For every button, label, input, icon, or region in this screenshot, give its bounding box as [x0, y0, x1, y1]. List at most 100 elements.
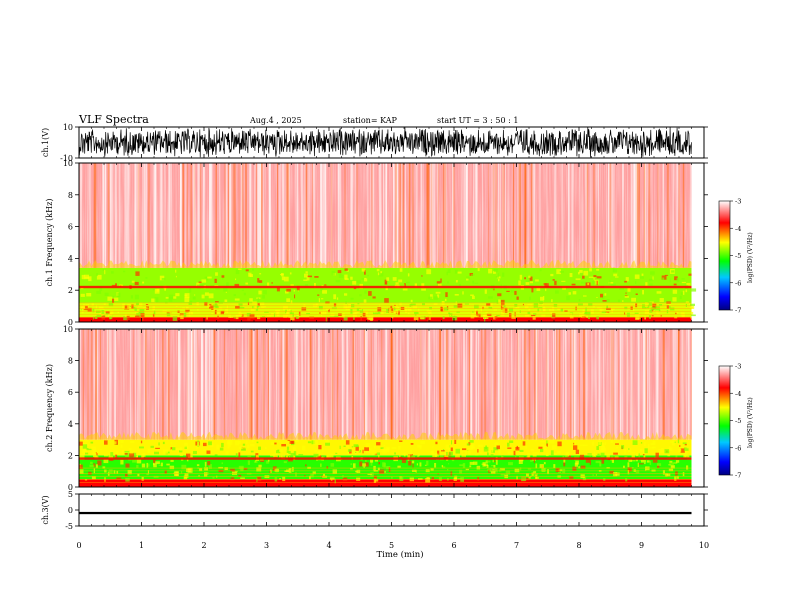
station-label: station= KAP — [343, 116, 398, 125]
ch1-spectro-mottle — [656, 291, 662, 294]
ch1-spectro-mottle — [184, 294, 188, 297]
ch2-spectro-streak — [678, 329, 680, 440]
ch2-spectro-mottle — [256, 454, 259, 459]
ch2-spectro-mottle — [232, 471, 237, 475]
ch2-spectro-streak — [167, 329, 170, 440]
ch1-spectro-streak — [180, 163, 182, 268]
ch1-spectro-mottle — [345, 301, 347, 304]
ch2-spectro-mottle — [660, 448, 664, 453]
ch1-spectro-mottle — [407, 307, 412, 312]
ch1-spectro-mottle — [373, 312, 378, 315]
ch2-spectro-mottle — [85, 452, 89, 455]
ch2-spectro-mottle — [164, 470, 167, 474]
ch2-spectro-streak — [333, 329, 334, 440]
ch1-spectro-mottle — [497, 293, 502, 297]
ch2-spectro-mottle — [346, 445, 350, 449]
ch2-spectro-streak — [647, 329, 649, 440]
ch2-spectro-streak — [424, 329, 427, 440]
ch1-spectro-mottle — [361, 278, 365, 280]
ch2-spectro-mottle — [158, 464, 161, 466]
ch2-spectro-mottle — [430, 450, 434, 455]
ch1-spectro-streak — [451, 163, 454, 268]
ch1-spectro-mottle — [579, 313, 584, 318]
ch1-spectro-mottle — [241, 314, 244, 317]
ch1-spectro-mottle — [289, 272, 292, 275]
ch1-spectro-mottle — [350, 276, 353, 280]
ch1-spectro-mottle — [488, 296, 493, 299]
ch2-spectro-streak — [607, 329, 609, 440]
ch2-spectro-streak — [687, 329, 690, 440]
ch1-spectro-mottle — [359, 308, 362, 311]
ch2-spectro-streak — [458, 329, 460, 440]
ch2-spectro-mottle — [153, 463, 157, 468]
ch2-spectro-mottle — [373, 475, 377, 481]
ch1-spectro-mottle — [583, 270, 589, 276]
ch1-spectro-mottle — [271, 282, 273, 284]
ch1-spectro-streak — [444, 163, 447, 268]
ch1-spectro-streak — [283, 163, 286, 268]
ch1-spectro-mottle — [304, 284, 308, 287]
ch2-spectro-mottle — [186, 458, 189, 462]
ch2-spectro-mottle — [601, 442, 605, 448]
ch2-spectro-mottle — [466, 450, 471, 456]
ch2-spectro-streak — [470, 329, 472, 440]
ch1-spectro-mottle — [175, 293, 180, 297]
ch2-spectro-mottle — [366, 451, 368, 453]
ch1-spectro-streak — [250, 163, 251, 268]
ch2-spectro-streak — [341, 329, 343, 440]
ch2-spectro-mottle — [230, 468, 235, 472]
ch3-ytick-label: -5 — [65, 522, 73, 531]
ch2-spectro-streak — [616, 329, 618, 440]
ch2-spectro-mottle — [375, 478, 379, 482]
ch1-spectro-mottle — [364, 290, 367, 294]
ch1-spectro-mottle — [258, 290, 262, 295]
ch2-spectro-streak — [249, 329, 252, 440]
ch2-spectro-mottle — [183, 475, 188, 480]
ch1-spectro-mottle — [613, 272, 618, 277]
ch1-spectro-mottle — [276, 287, 280, 292]
ch2-spectro-mottle — [580, 474, 585, 479]
ch2-spectro-streak — [285, 329, 288, 440]
ch1-spectro-streak — [672, 163, 674, 268]
ch1-spectro-mottle — [454, 294, 459, 296]
ch2-spectro-mottle — [97, 460, 102, 466]
ch1-spectro-mottle — [662, 277, 665, 281]
ch2-spectro-mottle — [238, 474, 242, 477]
ch2-spectro-mottle — [256, 467, 262, 472]
ch1-spectro-streak — [682, 163, 685, 268]
ch2-spectro-mottle — [553, 464, 556, 468]
colorbar-tick-label: -5 — [735, 417, 741, 425]
ch2-spectro-mottle — [674, 476, 677, 481]
ch2-spectro-mottle — [549, 439, 555, 444]
ch1-spectro-mottle — [580, 281, 586, 284]
ch1-spectro-streak — [296, 163, 299, 268]
ch2-spectro-mottle — [147, 470, 149, 475]
ch2-spectro-mottle — [467, 448, 471, 450]
ch1-spectro-mottle — [342, 313, 345, 318]
ch2-spectro-mottle — [362, 449, 364, 454]
ch1-spectro-mottle — [502, 307, 508, 313]
ch2-spectro-mottle — [181, 470, 183, 474]
ch1-spectro-streak — [370, 163, 372, 268]
ch1-spectro-mottle — [601, 311, 607, 313]
ch2-spectro-mottle — [115, 454, 118, 458]
ch2-spectro-mottle — [267, 459, 270, 462]
ch1-spectro-mottle — [602, 308, 604, 311]
ch1-spectro-mottle — [514, 303, 518, 307]
ch1-spectro-mottle — [353, 316, 355, 320]
ch2-spectro-mottle — [224, 467, 228, 470]
ch2-spectro-mottle — [533, 459, 535, 464]
ch2-spectro-streak — [475, 329, 477, 440]
ch2-spectro-streak — [295, 329, 298, 440]
ch1-spectro-mottle — [622, 300, 624, 302]
ch2-spectro-mottle — [596, 446, 599, 450]
ch1-spectro-streak — [344, 163, 346, 268]
ch2-spectro-mottle — [256, 476, 262, 482]
ch2-spectro-mottle — [91, 476, 96, 480]
ch2-spectro-mottle — [293, 451, 297, 456]
ch1-spectro-mottle — [249, 313, 255, 319]
ch2-spectro-streak — [536, 329, 538, 440]
ch1-spectro-mottle — [673, 283, 677, 286]
ch1-spectro-mottle — [359, 294, 362, 297]
ch1-spectro-streak — [433, 163, 435, 268]
